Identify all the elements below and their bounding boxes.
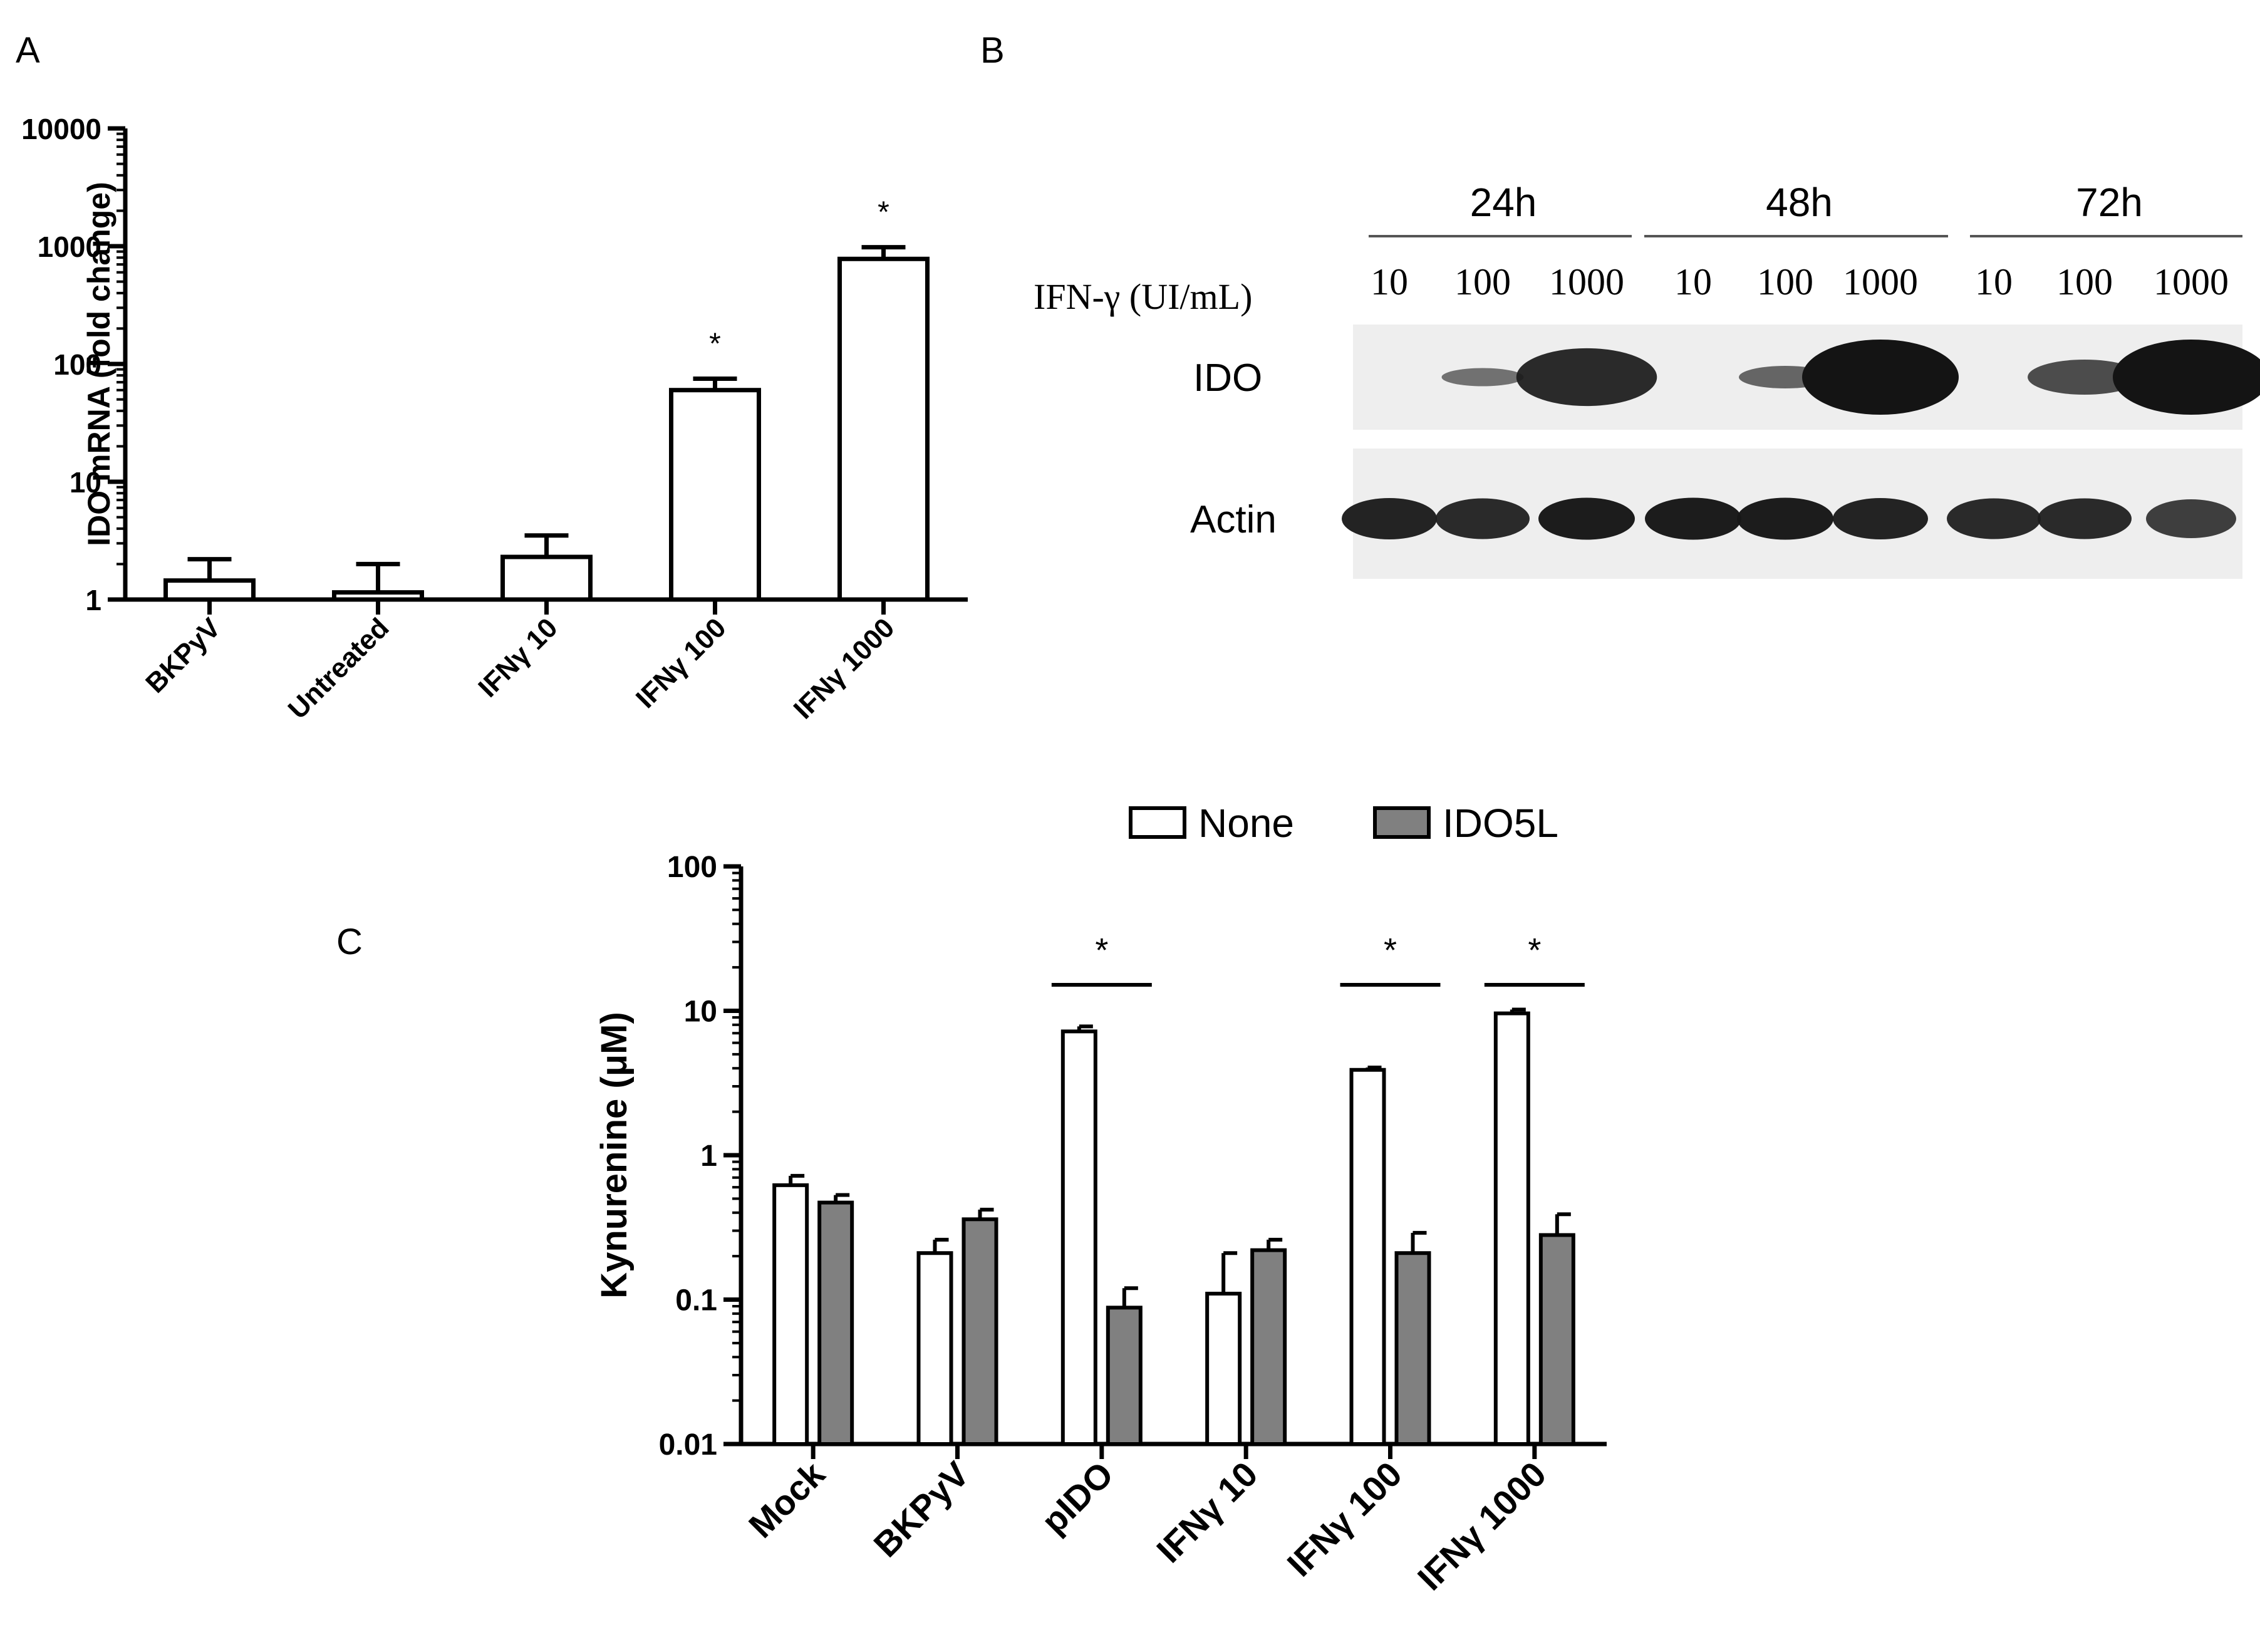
legend-label: None — [1198, 801, 1294, 846]
bar — [1394, 1251, 1431, 1446]
panel-a-chart: 1 10 100 1000 10000 IDO mRNA (fold change) BKP… — [21, 113, 968, 725]
y-tick-label: 10000 — [21, 113, 101, 145]
panel-label-b: B — [980, 30, 1005, 71]
dose-label: 1000 — [2154, 261, 2229, 303]
dose-label: 10 — [1371, 261, 1408, 303]
x-tick-label: Mock — [741, 1453, 832, 1545]
bar — [1250, 1248, 1287, 1446]
legend-swatch — [1373, 806, 1431, 839]
bar — [163, 578, 256, 602]
panel-c-chart: 0.01 0.1 1 10 100 Kynurenine (μM) None IDO5L Moc… — [594, 801, 1607, 1597]
dose-label: 100 — [1454, 261, 1511, 303]
x-tick-label: IFNγ 1000 — [1410, 1454, 1553, 1597]
legend-label: IDO5L — [1443, 801, 1558, 846]
bar — [1538, 1233, 1575, 1446]
y-axis-title: Kynurenine (μM) — [594, 1012, 635, 1299]
x-tick-label: IFNγ 100 — [1280, 1454, 1409, 1584]
treatment-label: IFN-γ (UI/mL) — [1034, 276, 1252, 317]
blot-band — [1441, 368, 1524, 387]
blot-band — [1645, 497, 1741, 540]
x-tick-label: BKPyV — [140, 612, 227, 699]
legend-swatch — [1129, 806, 1186, 839]
bar — [1060, 1029, 1097, 1446]
dose-label: 100 — [2056, 261, 2113, 303]
timepoint-label: 48h — [1766, 180, 1833, 225]
y-tick-label: 10 — [684, 995, 717, 1029]
bar — [962, 1217, 998, 1446]
panel-label-c: C — [336, 922, 363, 962]
bar — [817, 1200, 854, 1446]
bar — [1493, 1011, 1530, 1446]
significance-star: * — [1095, 932, 1108, 969]
blot-band — [2113, 340, 2260, 415]
blot-band — [1737, 497, 1833, 540]
x-tick-label: BKPyV — [866, 1454, 977, 1565]
bar — [916, 1251, 953, 1446]
y-tick-label: 0.1 — [675, 1284, 717, 1317]
bar — [1106, 1306, 1143, 1446]
bar — [837, 256, 930, 602]
dose-label: 10 — [1674, 261, 1712, 303]
blot-band — [2028, 360, 2142, 395]
blot-band — [1436, 498, 1530, 539]
dose-label: 1000 — [1549, 261, 1624, 303]
bar — [772, 1183, 809, 1447]
row-label: IDO — [1193, 356, 1262, 400]
x-tick-label: IFNγ 10 — [472, 612, 563, 703]
y-tick-label: 10 — [70, 466, 101, 499]
bar — [1205, 1291, 1242, 1446]
dose-label: 100 — [1757, 261, 1813, 303]
y-tick-label: 100 — [667, 851, 717, 884]
bar — [332, 590, 424, 602]
y-tick-label: 1000 — [38, 231, 101, 263]
y-tick-label: 1 — [700, 1140, 717, 1173]
row-label: Actin — [1190, 498, 1277, 541]
timepoint-label: 24h — [1470, 180, 1537, 225]
blot-band — [1516, 348, 1657, 407]
blot-band — [2038, 498, 2132, 539]
panel-b-western-blot: 24h 48h 72h IFN-γ (UI/mL) 10 100 1000 10 100 1000… — [1034, 180, 2260, 579]
blot-band — [1947, 498, 2041, 539]
blot-band — [1802, 340, 1959, 415]
x-tick-label: IFNγ 100 — [630, 612, 732, 714]
dose-label: 10 — [1975, 261, 2013, 303]
dose-label: 1000 — [1843, 261, 1918, 303]
x-tick-label: IFNγ 10 — [1149, 1454, 1265, 1570]
significance-star: * — [878, 196, 889, 229]
bar — [1349, 1068, 1386, 1447]
bar — [500, 554, 593, 602]
y-tick-label: 100 — [53, 348, 101, 381]
blot-band — [2146, 499, 2236, 538]
significance-star: * — [1528, 932, 1541, 969]
x-tick-label: IFNγ 1000 — [788, 612, 901, 725]
y-tick-label: 0.01 — [659, 1428, 717, 1462]
blot-band — [1538, 497, 1635, 540]
blot-band — [1342, 498, 1437, 539]
significance-star: * — [1384, 932, 1397, 969]
significance-star: * — [709, 327, 721, 360]
bar — [669, 388, 761, 602]
blot-band — [1833, 498, 1928, 539]
y-tick-label: 1 — [85, 584, 101, 616]
y-axis-title: IDO mRNA (fold change) — [81, 182, 117, 546]
x-tick-label: Untreated — [282, 612, 395, 725]
timepoint-label: 72h — [2076, 180, 2143, 225]
panel-label-a: A — [16, 30, 40, 71]
x-tick-label: pIDO — [1034, 1454, 1121, 1541]
